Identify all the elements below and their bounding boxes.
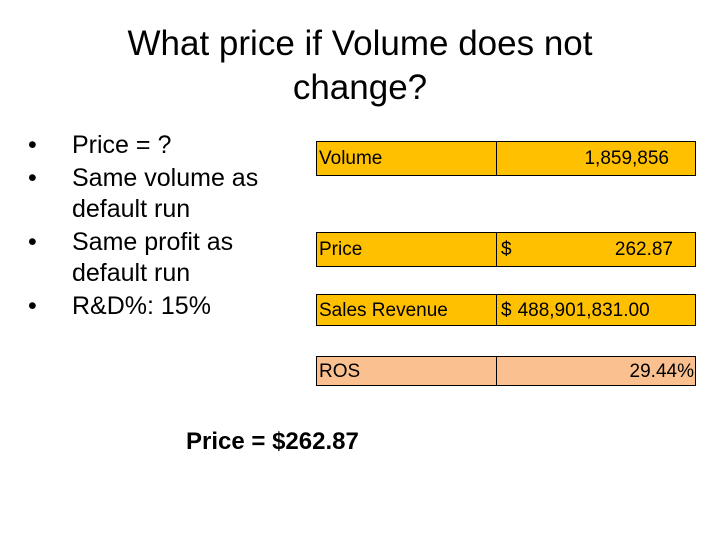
- table-label-price: Price: [316, 232, 497, 267]
- bullet-item: • Same profit as default run: [28, 227, 303, 289]
- bullet-dot-icon: •: [28, 292, 37, 320]
- cell-value: 488,901,831.00: [517, 299, 650, 321]
- bullet-text: Same profit as default run: [72, 228, 234, 287]
- bullet-list: • Price = ? • Same volume as default run •…: [28, 130, 303, 324]
- slide-title-line-1: What price if Volume does not: [127, 24, 593, 63]
- bullet-text: Same volume as default run: [72, 164, 259, 223]
- cell-label: Volume: [319, 148, 383, 169]
- cell-label: ROS: [319, 360, 361, 382]
- cell-value: 29.44%: [629, 360, 694, 382]
- bullet-item: • R&D%: 15%: [28, 291, 303, 322]
- slide-title-line-2: change?: [292, 68, 428, 107]
- bullet-dot-icon: •: [28, 131, 37, 159]
- table-label-ros: ROS: [316, 356, 497, 386]
- bullet-text: Price = ?: [72, 131, 172, 159]
- table-value-volume: 1,859,856: [496, 141, 696, 176]
- bullet-item: • Same volume as default run: [28, 163, 303, 225]
- table-value-price: $ 262.87: [496, 232, 696, 267]
- cell-currency: $: [501, 299, 512, 321]
- cell-value: 262.87: [614, 239, 673, 260]
- cell-label: Price: [319, 239, 363, 260]
- table-value-ros: 29.44%: [496, 356, 696, 386]
- cell-value: 1,859,856: [584, 148, 669, 169]
- cell-currency: $: [501, 239, 512, 260]
- table-label-volume: Volume: [316, 141, 497, 176]
- bullet-dot-icon: •: [28, 228, 37, 256]
- cell-label: Sales Revenue: [319, 299, 448, 321]
- slide-title: What price if Volume does not change?: [60, 22, 660, 110]
- bullet-dot-icon: •: [28, 164, 37, 192]
- bullet-text: R&D%: 15%: [72, 292, 211, 320]
- table-label-sales-revenue: Sales Revenue: [316, 294, 497, 326]
- bullet-item: • Price = ?: [28, 130, 303, 161]
- table-value-sales-revenue: $ 488,901,831.00: [496, 294, 696, 326]
- price-result: Price = $262.87: [186, 428, 359, 455]
